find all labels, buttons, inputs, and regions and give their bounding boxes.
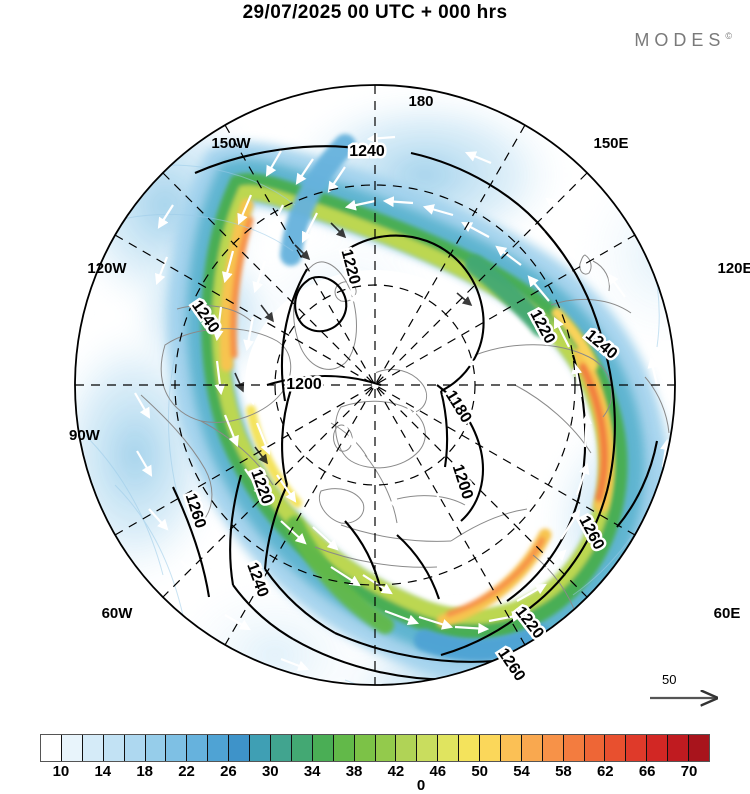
colorbar-swatch — [521, 735, 543, 761]
colorbar-swatch — [584, 735, 606, 761]
colorbar-swatch — [438, 735, 460, 761]
graticule — [75, 85, 675, 685]
longitude-label-60e: 60E — [713, 605, 741, 622]
svg-text:1200: 1200 — [286, 376, 322, 393]
colorbar-swatch — [270, 735, 292, 761]
colorbar-swatch — [124, 735, 146, 761]
colorbar-tick: 14 — [94, 763, 112, 780]
colorbar-swatches — [40, 734, 710, 762]
colorbar-swatch — [312, 735, 334, 761]
colorbar-tick: 62 — [596, 763, 614, 780]
colorbar-tick: 50 — [471, 763, 489, 780]
colorbar-swatch — [480, 735, 501, 761]
page-title: 29/07/2025 00 UTC + 000 hrs — [242, 2, 508, 23]
colorbar-swatch — [145, 735, 167, 761]
globe-outline — [74, 84, 676, 686]
colorbar: 10 14 18 22 26 30 34 38 42 46 50 54 58 62 66 70 — [40, 734, 710, 780]
colorbar-swatch — [626, 735, 648, 761]
colorbar-tick: 58 — [555, 763, 572, 780]
colorbar-swatch — [396, 735, 418, 761]
colorbar-swatch — [291, 735, 313, 761]
colorbar-tick: 38 — [345, 763, 363, 780]
longitude-label-120e: 120E — [717, 260, 750, 277]
longitude-label-150e: 150E — [593, 135, 629, 152]
map-canvas: 1240124012201220124012401200120011801180… — [74, 84, 676, 687]
modes-logo: MODES© — [634, 30, 732, 51]
colorbar-swatch — [61, 735, 83, 761]
colorbar-swatch — [82, 735, 104, 761]
longitude-label-90w: 90W — [69, 427, 100, 444]
colorbar-swatch — [459, 735, 481, 761]
colorbar-swatch — [375, 735, 397, 761]
longitude-label-120w: 120W — [87, 260, 127, 277]
longitude-label-150w: 150W — [211, 135, 251, 152]
colorbar-swatch — [103, 735, 125, 761]
colorbar-swatch — [563, 735, 585, 761]
svg-text:1260: 1260 — [494, 645, 528, 684]
colorbar-tick: 42 — [387, 763, 405, 780]
colorbar-tick: 34 — [303, 763, 321, 780]
secondary-vectors — [234, 222, 473, 465]
colorbar-swatch — [166, 735, 188, 761]
colorbar-tick: 18 — [136, 763, 154, 780]
reference-vector-arrow — [650, 690, 738, 720]
colorbar-swatch — [417, 735, 439, 761]
svg-text:1240: 1240 — [349, 143, 385, 160]
colorbar-swatch — [41, 735, 62, 761]
polar-map: 1240 1240 1220 1220 1240 1240 1200 1200 1180 1180… — [45, 55, 750, 794]
colorbar-swatch — [333, 735, 355, 761]
colorbar-swatch — [689, 735, 709, 761]
colorbar-tick: 66 — [638, 763, 656, 780]
longitude-label-60w: 60W — [101, 605, 133, 622]
colorbar-tick-labels: 10 14 18 22 26 30 34 38 42 46 50 54 58 62 66 70 — [40, 763, 710, 783]
colorbar-swatch — [668, 735, 690, 761]
colorbar-tick: 54 — [513, 763, 530, 780]
colorbar-tick: 70 — [680, 763, 698, 780]
colorbar-swatch — [250, 735, 271, 761]
reference-vector: 50 — [648, 672, 738, 714]
colorbar-swatch — [229, 735, 251, 761]
colorbar-swatch — [354, 735, 376, 761]
colorbar-swatch — [187, 735, 209, 761]
colorbar-tick: 26 — [220, 763, 237, 780]
colorbar-tick: 22 — [178, 763, 195, 780]
colorbar-swatch — [542, 735, 564, 761]
colorbar-tick: 46 — [429, 763, 447, 780]
colorbar-tick: 30 — [261, 763, 279, 780]
colorbar-swatch — [605, 735, 627, 761]
svg-text:1240: 1240 — [349, 143, 385, 160]
colorbar-tick: 10 — [52, 763, 70, 780]
longitude-label-180: 180 — [408, 93, 434, 110]
modes-logo-text: MODES — [634, 30, 726, 50]
svg-text:1200: 1200 — [286, 376, 322, 393]
reference-vector-value: 50 — [662, 672, 677, 687]
copyright-mark: © — [725, 31, 732, 41]
colorbar-swatch — [500, 735, 522, 761]
colorbar-swatch — [208, 735, 230, 761]
colorbar-swatch — [647, 735, 669, 761]
